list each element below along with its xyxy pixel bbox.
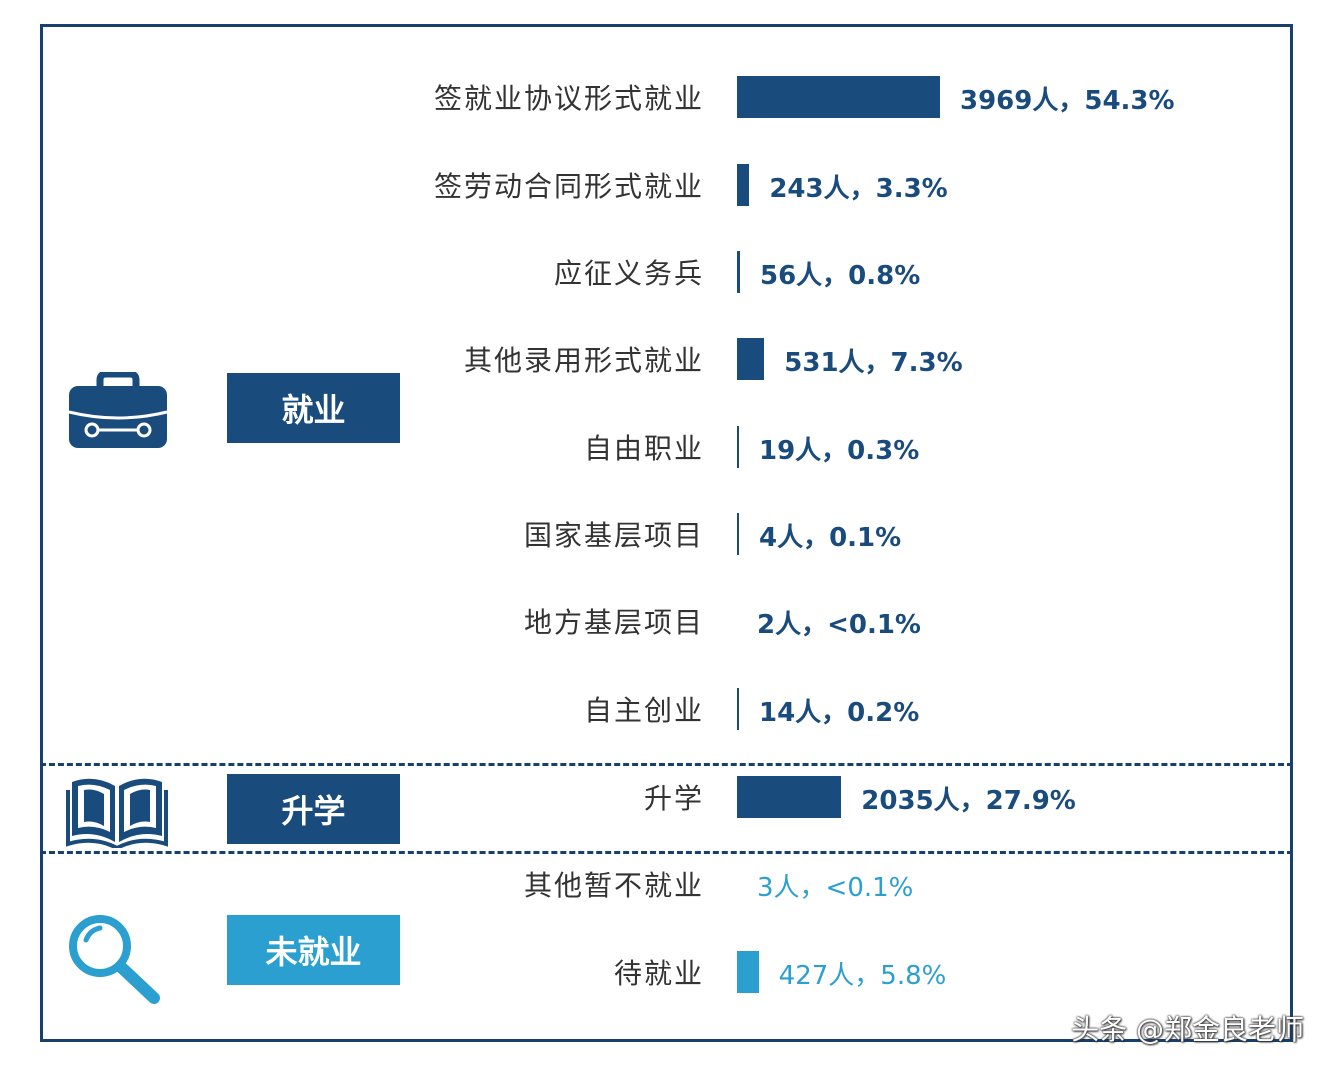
data-label: 531人，7.3% xyxy=(784,348,963,378)
category-label: 自主创业 xyxy=(583,694,704,727)
bar xyxy=(737,426,739,468)
bar xyxy=(737,951,759,993)
bar xyxy=(737,76,940,118)
category-label: 待就业 xyxy=(613,957,704,990)
open-book-icon xyxy=(66,778,168,848)
bar xyxy=(737,688,739,730)
data-label: 3人，<0.1% xyxy=(757,873,914,903)
watermark: 头条 @郑金良老师 xyxy=(1071,1013,1304,1046)
group-badge-unemployed: 未就业 xyxy=(227,915,400,985)
chart-frame xyxy=(40,24,1293,1042)
group-badge-further-study: 升学 xyxy=(227,774,400,844)
data-label: 56人，0.8% xyxy=(759,261,921,291)
category-label: 其他录用形式就业 xyxy=(463,344,704,377)
category-label: 应征义务兵 xyxy=(553,257,704,290)
group-badge-employment: 就业 xyxy=(227,373,400,443)
data-label: 3969人，54.3% xyxy=(960,86,1175,116)
data-label: 2035人，27.9% xyxy=(861,786,1076,816)
data-label: 243人，3.3% xyxy=(769,174,948,204)
data-label: 4人，0.1% xyxy=(759,523,902,553)
category-label: 国家基层项目 xyxy=(523,519,704,552)
category-label: 其他暂不就业 xyxy=(523,869,704,902)
briefcase-icon xyxy=(68,372,168,448)
category-label: 升学 xyxy=(643,782,704,815)
group-badge-label: 就业 xyxy=(281,391,346,429)
section-divider-top xyxy=(40,763,1293,766)
bar xyxy=(737,338,765,380)
bar xyxy=(737,776,842,818)
bar xyxy=(737,513,739,555)
bar xyxy=(737,251,740,293)
section-divider-bottom xyxy=(40,851,1293,854)
category-label: 签劳动合同形式就业 xyxy=(433,170,704,203)
group-badge-label: 升学 xyxy=(281,792,346,830)
magnifier-icon xyxy=(69,915,160,1004)
category-label: 自由职业 xyxy=(583,432,704,465)
data-label: 14人，0.2% xyxy=(759,698,920,728)
data-label: 2人，<0.1% xyxy=(757,610,921,640)
category-label: 签就业协议形式就业 xyxy=(433,82,704,115)
group-badge-label: 未就业 xyxy=(265,933,362,971)
category-label: 地方基层项目 xyxy=(523,606,704,639)
bar xyxy=(737,164,750,206)
data-label: 19人，0.3% xyxy=(759,436,920,466)
data-label: 427人，5.8% xyxy=(778,961,947,991)
